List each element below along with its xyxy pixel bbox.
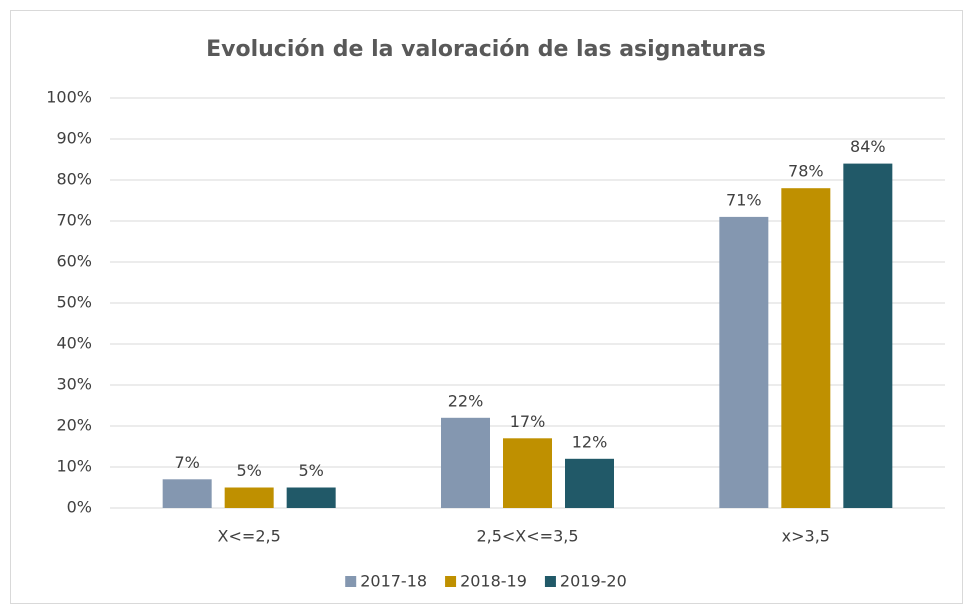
y-tick-label: 10% [56, 457, 92, 476]
bar [162, 479, 212, 508]
data-label: 22% [448, 391, 484, 410]
x-tick-label: x>3,5 [782, 527, 830, 546]
y-tick-label: 90% [56, 129, 92, 148]
data-label: 78% [788, 162, 824, 181]
data-label: 17% [510, 412, 546, 431]
data-label: 7% [174, 453, 199, 472]
bar [719, 216, 769, 508]
y-tick-label: 100% [46, 88, 92, 107]
data-label: 71% [726, 190, 762, 209]
bar [843, 163, 893, 508]
y-tick-label: 50% [56, 293, 92, 312]
y-tick-label: 0% [67, 498, 92, 517]
y-tick-label: 70% [56, 211, 92, 230]
data-label: 5% [298, 461, 323, 480]
legend-label: 2018-19 [460, 572, 527, 591]
bar [781, 188, 831, 508]
chart-title: Evolución de la valoración de las asigna… [206, 37, 766, 62]
legend-swatch [345, 576, 357, 587]
legend-label: 2019-20 [560, 572, 627, 591]
legend-swatch [445, 576, 457, 587]
bar [224, 487, 274, 508]
data-label: 5% [236, 461, 261, 480]
bar [441, 417, 490, 508]
bar [503, 438, 552, 508]
legend-label: 2017-18 [360, 572, 427, 591]
data-label: 84% [850, 137, 886, 156]
x-tick-label: 2,5<X<=3,5 [476, 527, 578, 546]
y-tick-label: 40% [56, 334, 92, 353]
data-label: 12% [572, 432, 608, 451]
legend-swatch [544, 576, 556, 587]
x-tick-label: X<=2,5 [218, 527, 281, 546]
y-tick-label: 80% [56, 170, 92, 189]
y-tick-label: 60% [56, 252, 92, 271]
y-tick-label: 30% [56, 375, 92, 394]
y-tick-label: 20% [56, 416, 92, 435]
bar [286, 487, 336, 508]
bar [565, 458, 614, 508]
